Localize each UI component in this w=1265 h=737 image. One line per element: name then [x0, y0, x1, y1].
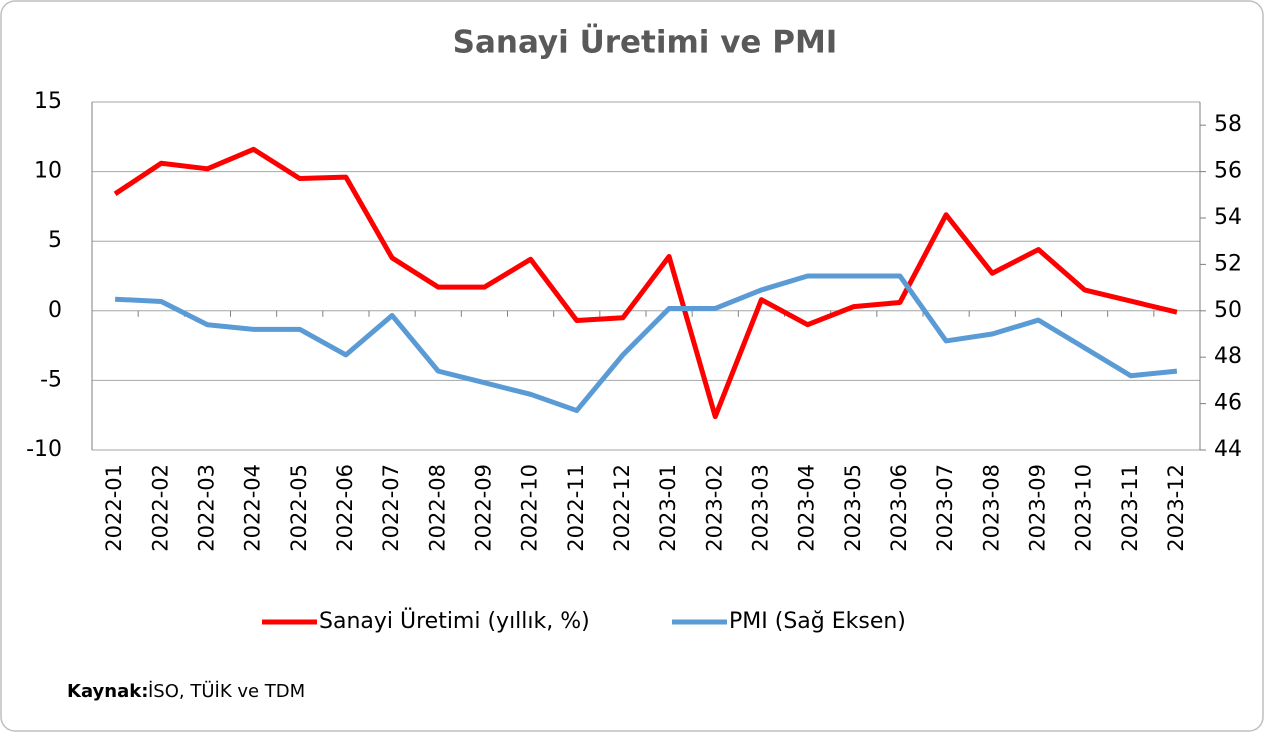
- y2-tick-label: 46: [1214, 391, 1242, 416]
- series-line: [113, 146, 1178, 420]
- x-tick-label: 2023-07: [933, 464, 957, 552]
- y-tick-label: 10: [34, 159, 62, 184]
- series-line: [114, 273, 1178, 414]
- x-tick-label: 2023-03: [748, 464, 772, 552]
- y2-tick-label: 58: [1214, 112, 1242, 137]
- x-tick-label: 2022-10: [518, 464, 542, 552]
- y2-tick-label: 52: [1214, 251, 1242, 276]
- x-tick-label: 2022-07: [379, 464, 403, 552]
- x-tick-label: 2022-08: [425, 464, 449, 552]
- x-tick-label: 2023-04: [795, 464, 819, 552]
- x-tick-label: 2023-02: [702, 464, 726, 552]
- legend-label: Sanayi Üretimi (yıllık, %): [319, 608, 590, 634]
- x-tick-label: 2022-11: [564, 464, 588, 552]
- x-tick-label: 2022-03: [194, 464, 218, 552]
- legend-label: PMI (Sağ Eksen): [729, 609, 906, 634]
- chart-title: Sanayi Üretimi ve PMI: [453, 24, 838, 61]
- x-tick-label: 2022-01: [102, 464, 126, 552]
- x-tick-label: 2023-05: [841, 464, 865, 552]
- y2-tick-label: 54: [1214, 205, 1242, 230]
- x-tick-label: 2023-09: [1025, 464, 1049, 552]
- y-tick-label: 15: [34, 89, 62, 114]
- y2-tick-label: 56: [1214, 159, 1242, 184]
- y-tick-label: -10: [26, 437, 62, 462]
- y-tick-label: 5: [48, 228, 62, 253]
- x-tick-label: 2022-05: [287, 464, 311, 552]
- x-tick-label: 2022-02: [148, 464, 172, 552]
- x-tick-label: 2022-04: [241, 464, 265, 552]
- y2-tick-label: 48: [1214, 344, 1242, 369]
- x-tick-label: 2023-10: [1072, 464, 1096, 552]
- source: İSO, TÜİK ve TDM: [148, 680, 305, 702]
- x-tick-label: 2022-12: [610, 464, 634, 552]
- x-tick-label: 2023-08: [979, 464, 1003, 552]
- x-tick-label: 2022-09: [471, 464, 495, 552]
- y-tick-label: -5: [40, 367, 62, 392]
- source-label: Kaynak:: [67, 681, 148, 702]
- x-tick-label: 2023-11: [1118, 464, 1142, 552]
- x-tick-label: 2022-06: [333, 464, 357, 552]
- x-tick-label: 2023-01: [656, 464, 680, 552]
- y-tick-label: 0: [48, 298, 62, 323]
- y2-tick-label: 50: [1214, 298, 1242, 323]
- y2-tick-label: 44: [1214, 437, 1242, 462]
- x-tick-label: 2023-06: [887, 464, 911, 552]
- x-tick-label: 2023-12: [1164, 464, 1188, 552]
